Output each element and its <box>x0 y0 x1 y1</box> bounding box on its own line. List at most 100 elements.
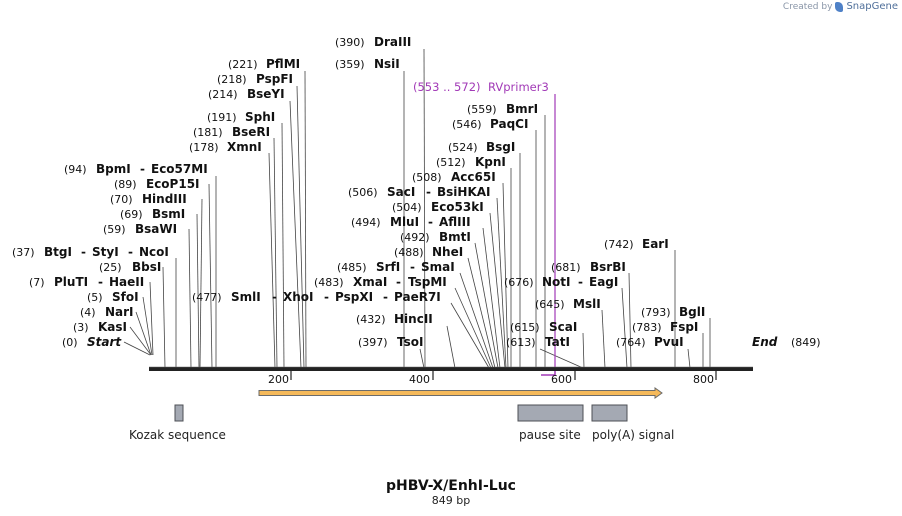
site-name-bseri[interactable]: BseRI <box>232 125 270 139</box>
leader-hindiii <box>199 198 203 369</box>
site-name-saci[interactable]: SacI <box>387 185 415 199</box>
site-name-bpmi[interactable]: BpmI <box>96 162 131 176</box>
site-name-nari[interactable]: NarI <box>105 305 134 319</box>
site-name-xmni[interactable]: XmnI <box>227 140 262 154</box>
site-name-kasi[interactable]: KasI <box>98 320 127 334</box>
leader-sfoi <box>142 296 153 356</box>
site-name-draiii[interactable]: DraIII <box>374 35 411 49</box>
leader-tspmi <box>454 287 492 369</box>
site-name-tsoi[interactable]: TsoI <box>397 335 423 349</box>
site-name-kpni[interactable]: KpnI <box>475 155 506 169</box>
leader-paer7i <box>450 302 490 369</box>
leader-haeii <box>149 281 154 356</box>
site-pos-draiii: (390) <box>335 36 365 49</box>
primer-arrow <box>541 370 556 376</box>
site-name-nsii[interactable]: NsiI <box>374 57 400 71</box>
site-name-acc65i[interactable]: Acc65I <box>451 170 496 184</box>
site-name-pluti[interactable]: PluTI <box>54 275 88 289</box>
leader-bmti <box>474 242 499 369</box>
site-name-tati[interactable]: TatI <box>545 335 570 349</box>
site-name-bsgi[interactable]: BsgI <box>486 140 515 154</box>
site-name-btgi[interactable]: BtgI <box>44 245 72 259</box>
site-pos-bsrbi: (681) <box>551 261 581 274</box>
feature-pause-site[interactable] <box>517 404 584 422</box>
site-name-bsihkai[interactable]: BsiHKAI <box>437 185 491 199</box>
site-pos-bsgi: (524) <box>448 141 478 154</box>
site-name-xmai[interactable]: XmaI <box>353 275 387 289</box>
sequence-line <box>149 367 753 371</box>
site-name-noti[interactable]: NotI <box>542 275 571 289</box>
site-name-srfi[interactable]: SrfI <box>376 260 400 274</box>
site-name-sphi[interactable]: SphI <box>245 110 275 124</box>
site-pos-xmai: (483) <box>314 276 344 289</box>
site-name-eco57mi[interactable]: Eco57MI <box>151 162 208 176</box>
site-name-eari[interactable]: EarI <box>642 237 669 251</box>
site-pos-end: (849) <box>791 336 821 349</box>
site-name-pspxi[interactable]: PspXI <box>335 290 373 304</box>
site-pos-bbsi: (25) <box>99 261 122 274</box>
leader-acc65i <box>502 182 509 369</box>
site-name-hincii[interactable]: HincII <box>394 312 433 326</box>
site-name-bgli[interactable]: BglI <box>679 305 705 319</box>
site-name-fspi[interactable]: FspI <box>670 320 698 334</box>
site-name-bsawi[interactable]: BsaWI <box>135 222 177 236</box>
site-pos-pvui: (764) <box>616 336 646 349</box>
site-name-xhoi[interactable]: XhoI <box>283 290 314 304</box>
site-name-tspmi[interactable]: TspMI <box>408 275 447 289</box>
site-name-bmti[interactable]: BmtI <box>439 230 471 244</box>
site-name-bmri[interactable]: BmrI <box>506 102 538 116</box>
site-name-eco53ki[interactable]: Eco53kI <box>431 200 484 214</box>
site-name-styi[interactable]: StyI <box>92 245 119 259</box>
site-name-pflmi[interactable]: PflMI <box>266 57 300 71</box>
leader-bseyi <box>289 100 302 369</box>
site-name-nhei[interactable]: NheI <box>432 245 463 259</box>
site-name-pspfi[interactable]: PspFI <box>256 72 293 86</box>
tick-label-400: 400 <box>409 373 430 386</box>
site-name-ecop15i[interactable]: EcoP15I <box>146 177 200 191</box>
site-name-mlui[interactable]: MluI <box>390 215 419 229</box>
site-name-paer7i[interactable]: PaeR7I <box>394 290 441 304</box>
site-name-smai[interactable]: SmaI <box>421 260 455 274</box>
site-pos-nari: (4) <box>80 306 96 319</box>
site-name-end[interactable]: End <box>752 335 778 349</box>
leader-afliii <box>482 227 501 369</box>
site-name-bsrbi[interactable]: BsrBI <box>590 260 626 274</box>
site-name-start[interactable]: Start <box>87 335 122 349</box>
site-name-smli[interactable]: SmlI <box>231 290 261 304</box>
site-name-ncoi[interactable]: NcoI <box>139 245 169 259</box>
site-name-paqci[interactable]: PaqCI <box>490 117 528 131</box>
site-name-msli[interactable]: MslI <box>573 297 601 311</box>
tick-label-800: 800 <box>693 373 714 386</box>
site-pos-nhei: (488) <box>394 246 424 259</box>
leader-eagi <box>621 287 628 369</box>
site-name-bseyi[interactable]: BseYI <box>247 87 285 101</box>
site-pos-plutI: (7) <box>29 276 45 289</box>
site-separator: - <box>81 245 86 259</box>
site-name-haeii[interactable]: HaeII <box>109 275 144 289</box>
orf-arrow[interactable] <box>258 387 663 399</box>
map-length: 849 bp <box>432 494 470 507</box>
map-title: pHBV-X/EnhI-Luc <box>386 478 516 494</box>
site-pos-eco53ki: (504) <box>392 201 422 214</box>
leader-kasi <box>129 326 152 356</box>
site-name-bbsi[interactable]: BbsI <box>132 260 161 274</box>
site-name-afliii[interactable]: AflIII <box>439 215 471 229</box>
site-name-sfoi[interactable]: SfoI <box>112 290 139 304</box>
primer-name: RVprimer3 <box>488 80 549 94</box>
site-name-eagi[interactable]: EagI <box>589 275 618 289</box>
leader-bseri <box>273 137 278 369</box>
site-name-scai[interactable]: ScaI <box>549 320 577 334</box>
leader-draiii <box>423 48 426 369</box>
snapgene-credit: Created by SnapGene <box>783 1 898 12</box>
site-name-bsmi[interactable]: BsmI <box>152 207 185 221</box>
leader-bsihkai <box>496 197 507 369</box>
site-name-pvui[interactable]: PvuI <box>654 335 684 349</box>
site-pos-hindiii: (70) <box>110 193 133 206</box>
site-pos-tsoi: (397) <box>358 336 388 349</box>
site-pos-pflmi: (221) <box>228 58 258 71</box>
site-name-hindiii[interactable]: HindIII <box>142 192 187 206</box>
feature-kozak-sequence[interactable] <box>174 404 184 422</box>
site-pos-bgli: (793) <box>641 306 671 319</box>
feature-polya-signal[interactable] <box>591 404 628 422</box>
